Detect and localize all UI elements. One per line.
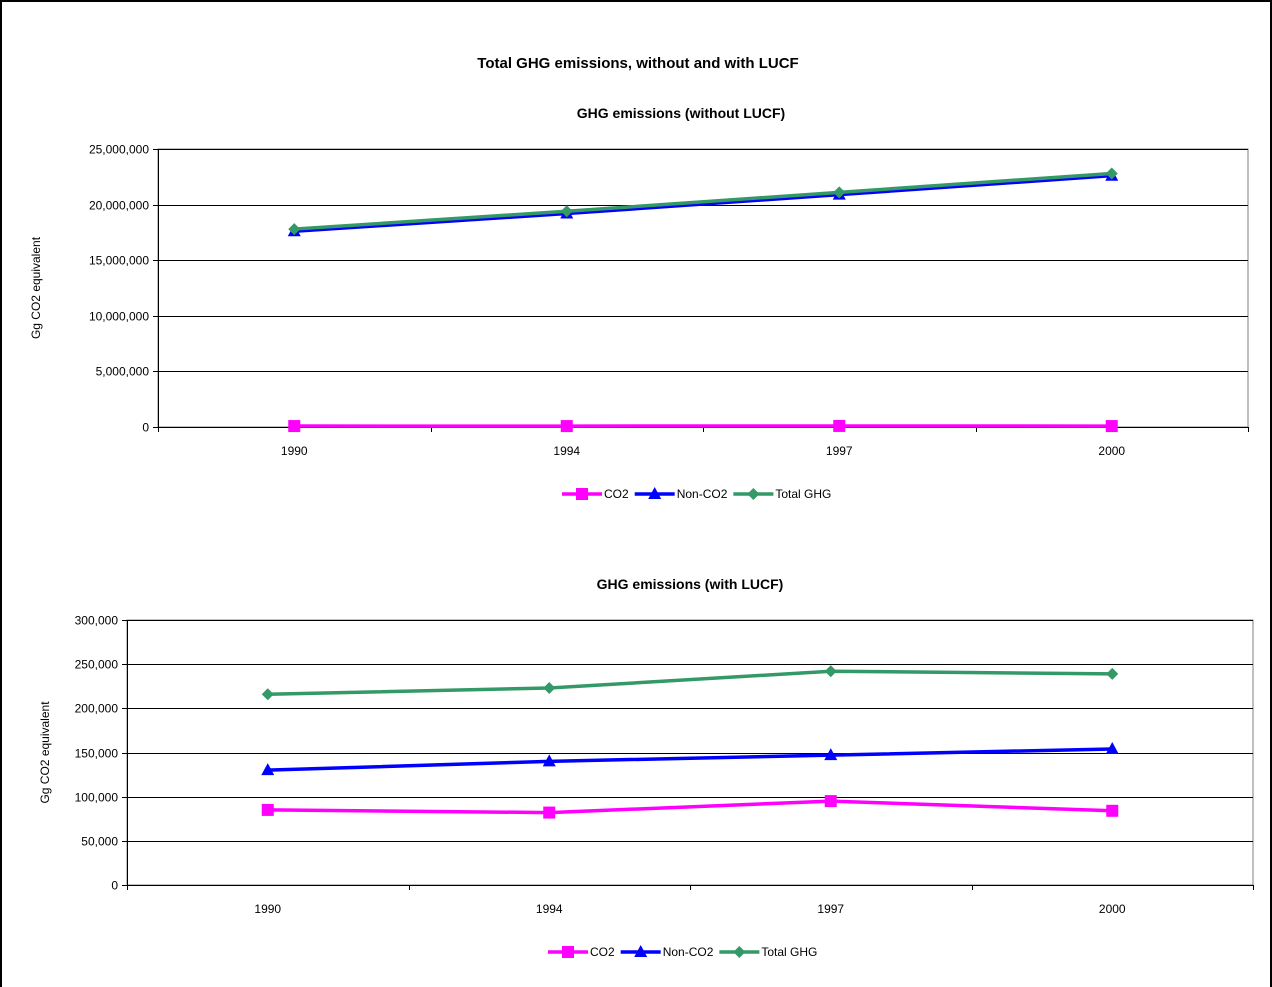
legend: CO2 Non-CO2 Total GHG [562,487,831,501]
x-tick-label: 1994 [553,444,580,458]
series-total-ghg [288,167,1118,236]
legend-label: CO2 [604,487,629,501]
chart-title: GHG emissions (with LUCF) [597,576,784,592]
series-non-co2 [261,741,1119,776]
series-line [294,171,1112,231]
legend-item: Non-CO2 [634,487,728,501]
legend-label: Total GHG [761,945,817,959]
data-point [542,754,556,767]
y-axis-label: Gg CO2 equivalent [29,236,43,339]
data-point [1106,804,1119,817]
legend-item: Non-CO2 [620,945,714,959]
series-total-ghg [261,665,1119,701]
data-point [261,803,274,816]
legend-marker [634,945,648,957]
legend-marker [562,946,574,958]
x-tick-label: 2000 [1098,444,1125,458]
y-tick-label: 50,000 [81,835,118,849]
x-tick-label: 1990 [281,444,308,458]
y-tick-label: 0 [111,879,118,893]
series-line [294,173,1112,234]
y-tick-label: 0 [142,421,149,435]
legend-label: Total GHG [775,487,831,501]
y-tick-label: 250,000 [75,658,119,672]
data-point [833,186,846,199]
y-tick-label: 25,000,000 [89,143,149,157]
data-point [1105,420,1118,433]
data-point [261,688,274,701]
data-point [288,420,301,433]
data-point [560,205,573,218]
x-tick-label: 1990 [254,902,281,916]
legend-item: CO2 [562,487,629,501]
legend-marker [576,488,588,500]
data-point [1105,741,1119,754]
legend-label: Non-CO2 [663,945,714,959]
data-point [824,665,837,678]
series-line [267,799,1113,815]
x-tick-label: 2000 [1099,902,1126,916]
data-point [1105,167,1118,180]
y-tick-label: 150,000 [75,747,119,761]
y-tick-label: 300,000 [75,614,119,628]
data-point [288,223,301,236]
legend-marker [747,488,760,500]
data-point [560,420,573,433]
legend-marker [733,946,746,958]
x-tick-label: 1997 [826,444,853,458]
series-co2 [288,419,1118,433]
series-line [267,747,1113,772]
series-co2 [261,795,1119,819]
x-tick-label: 1994 [536,902,563,916]
chart-title: GHG emissions (without LUCF) [577,105,785,121]
chart-1: GHG emissions (without LUCF) 0 5,000,000 10… [29,105,1249,501]
data-point [543,806,556,819]
legend-label: CO2 [590,945,615,959]
series-line [267,669,1113,696]
y-axis-label: Gg CO2 equivalent [38,701,52,804]
legend-item: Total GHG [733,487,831,501]
plot-area [157,148,1249,428]
plot-area [126,619,1254,886]
data-point [261,763,275,776]
legend: CO2 Non-CO2 Total GHG [548,945,817,959]
data-point [833,419,846,432]
y-tick-label: 5,000,000 [96,365,150,379]
legend-marker [648,487,662,499]
y-tick-label: 15,000,000 [89,254,149,268]
data-point [543,682,556,695]
legend-item: CO2 [548,945,615,959]
chart-2: GHG emissions (with LUCF) 0 50,000 100,000 1… [38,576,1254,959]
y-tick-label: 100,000 [75,791,119,805]
data-point [824,748,838,761]
legend-label: Non-CO2 [677,487,728,501]
data-point [824,795,837,808]
y-tick-label: 20,000,000 [89,199,149,213]
main-title: Total GHG emissions, without and with LU… [477,55,799,72]
legend-item: Total GHG [719,945,817,959]
y-tick-label: 10,000,000 [89,310,149,324]
data-point [1106,667,1119,680]
x-tick-label: 1997 [817,902,844,916]
y-tick-label: 200,000 [75,702,119,716]
